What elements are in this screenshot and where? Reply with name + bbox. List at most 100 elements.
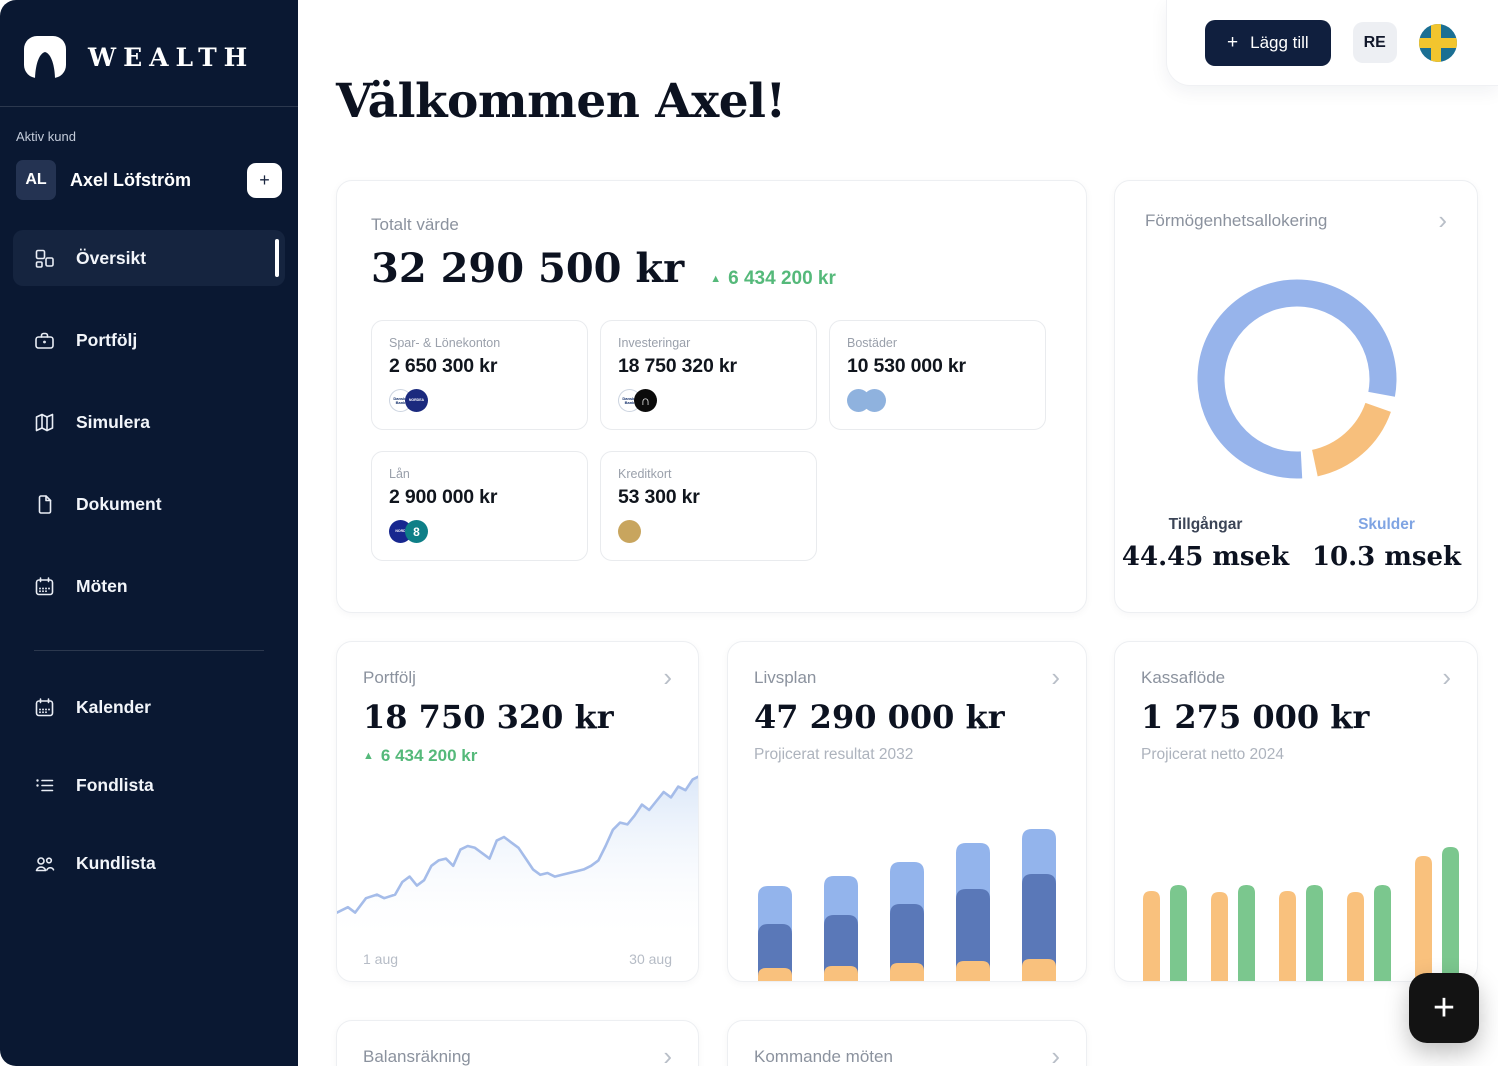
sidebar-item-kalender[interactable]: Kalender [13, 679, 285, 735]
account-card-sparkonton: Spar- & Lönekonton 2 650 300 kr Danske B… [371, 320, 588, 430]
sidebar-item-label: Simulera [76, 411, 150, 432]
account-card-investeringar: Investeringar 18 750 320 kr Danske Bank ∩ [600, 320, 817, 430]
cashflow-subtitle: Projicerat netto 2024 [1141, 746, 1285, 763]
chevron-right-icon[interactable]: › [1051, 1041, 1060, 1066]
wealth-logo-icon [24, 36, 66, 78]
page-title: Välkommen Axel! [336, 74, 786, 129]
debts-label: Skulder [1358, 516, 1415, 533]
list-icon [36, 778, 54, 791]
chevron-right-icon[interactable]: › [1438, 205, 1447, 235]
account-card-lan: Lån 2 900 000 kr NORD 8 [371, 451, 588, 561]
lifeplan-card[interactable]: Livsplan › 47 290 000 kr Projicerat resu… [727, 641, 1087, 982]
account-label: Spar- & Lönekonton [389, 336, 501, 350]
lifeplan-subtitle: Projicerat resultat 2032 [754, 746, 914, 763]
sidebar-item-simulera[interactable]: Simulera [13, 394, 285, 450]
sidebar-item-label: Översikt [76, 247, 147, 268]
account-label: Lån [389, 467, 410, 481]
balance-sheet-card[interactable]: Balansräkning › [336, 1020, 699, 1066]
bank-logo-icon [863, 389, 886, 412]
brand: WEALTH [0, 0, 298, 80]
up-triangle-icon: ▲ [363, 750, 374, 762]
total-value-card: Totalt värde 32 290 500 kr ▲ 6 434 200 k… [336, 180, 1087, 613]
sidebar: WEALTH Aktiv kund AL Axel Löfström + Öve… [0, 0, 298, 1066]
sidebar-item-oversikt[interactable]: Översikt [13, 230, 285, 286]
sidebar-item-label: Möten [76, 575, 128, 596]
sidebar-item-dokument[interactable]: Dokument [13, 476, 285, 532]
add-button-label: Lägg till [1250, 32, 1309, 52]
lifeplan-value: 47 290 000 kr [754, 698, 1005, 736]
account-card-kreditkort: Kreditkort 53 300 kr [600, 451, 817, 561]
account-value: 53 300 kr [618, 486, 700, 508]
x-axis-start-label: 1 aug [363, 951, 399, 967]
cashflow-title: Kassaflöde [1141, 668, 1226, 687]
chevron-right-icon[interactable]: › [1051, 662, 1060, 692]
balance-sheet-title: Balansräkning [363, 1047, 471, 1066]
dashboard-grid-icon [35, 249, 54, 268]
portfolio-line-chart [337, 765, 698, 945]
portfolio-delta: ▲ 6 434 200 kr [363, 746, 672, 766]
sidebar-item-label: Kundlista [76, 852, 156, 873]
account-label: Investeringar [618, 336, 691, 350]
account-value: 18 750 320 kr [618, 355, 737, 377]
document-icon [38, 494, 52, 514]
bank-logo-icon: 8 [405, 520, 428, 543]
account-value: 2 900 000 kr [389, 486, 498, 508]
sidebar-item-portfolj[interactable]: Portfölj [13, 312, 285, 368]
legend-debts: Skulder 10.3 msek [1296, 516, 1477, 572]
account-value: 10 530 000 kr [847, 355, 966, 377]
bank-logos: Danske Bank ∩ [618, 389, 799, 412]
cashflow-bar-chart [1135, 821, 1461, 981]
lifeplan-stacked-bar-chart [754, 829, 1064, 981]
allocation-card[interactable]: Förmögenhetsallokering › Tillgångar 44.4… [1114, 180, 1478, 613]
up-triangle-icon: ▲ [710, 273, 722, 285]
sidebar-item-label: Portfölj [76, 329, 138, 350]
portfolio-card[interactable]: Portfölj › 18 750 320 kr ▲ 6 434 200 kr … [336, 641, 699, 982]
nav-main: Översikt Portfölj Simulera Dokument [0, 230, 298, 614]
floating-add-button[interactable]: + [1409, 973, 1479, 1043]
sidebar-item-kundlista[interactable]: Kundlista [13, 835, 285, 891]
portfolio-delta-value: 6 434 200 kr [380, 746, 478, 765]
briefcase-icon [35, 332, 54, 349]
portfolio-title: Portfölj [363, 668, 416, 687]
account-value: 2 650 300 kr [389, 355, 498, 377]
upcoming-meetings-card[interactable]: Kommande möten › [727, 1020, 1087, 1066]
add-button[interactable]: + Lägg till [1205, 19, 1331, 66]
sidebar-divider [34, 650, 264, 651]
bank-logos: NORD 8 [389, 520, 570, 543]
advisor-badge[interactable]: RE [1352, 22, 1397, 63]
top-action-panel: + Lägg till RE [1166, 0, 1498, 86]
sweden-flag-icon[interactable] [1418, 23, 1457, 62]
active-indicator [275, 239, 279, 277]
bank-logo-icon [618, 520, 641, 543]
plus-icon: + [1227, 31, 1239, 53]
calendar-icon [35, 576, 54, 595]
allocation-title: Förmögenhetsallokering [1145, 211, 1328, 230]
total-value-label: Totalt värde [371, 215, 459, 234]
sidebar-item-fondlista[interactable]: Fondlista [13, 757, 285, 813]
sidebar-item-label: Fondlista [76, 774, 154, 795]
total-delta-value: 6 434 200 kr [728, 268, 836, 289]
portfolio-value: 18 750 320 kr [363, 698, 614, 736]
bank-logo-icon: ∩ [634, 389, 657, 412]
allocation-legend: Tillgångar 44.45 msek Skulder 10.3 msek [1115, 516, 1477, 572]
cashflow-card[interactable]: Kassaflöde › 1 275 000 kr Projicerat net… [1114, 641, 1478, 982]
account-card-bostader: Bostäder 10 530 000 kr [829, 320, 1046, 430]
chevron-right-icon[interactable]: › [1442, 662, 1451, 692]
customer-row: AL Axel Löfström + [0, 144, 298, 200]
total-value: 32 290 500 kr [371, 245, 685, 292]
account-grid: Spar- & Lönekonton 2 650 300 kr Danske B… [371, 320, 1052, 561]
add-customer-button[interactable]: + [247, 162, 282, 198]
sidebar-divider [0, 106, 298, 107]
chevron-right-icon[interactable]: › [663, 662, 672, 692]
customer-name: Axel Löfström [70, 169, 192, 190]
allocation-donut-chart [1187, 269, 1407, 489]
sidebar-item-moten[interactable]: Möten [13, 558, 285, 614]
assets-value: 44.45 msek [1121, 542, 1290, 572]
bank-logos: Danske Bank NORDEA [389, 389, 570, 412]
avatar: AL [16, 160, 56, 200]
map-icon [35, 413, 54, 431]
chevron-right-icon[interactable]: › [663, 1041, 672, 1066]
debts-value: 10.3 msek [1311, 542, 1462, 572]
active-customer-label: Aktiv kund [16, 129, 76, 144]
